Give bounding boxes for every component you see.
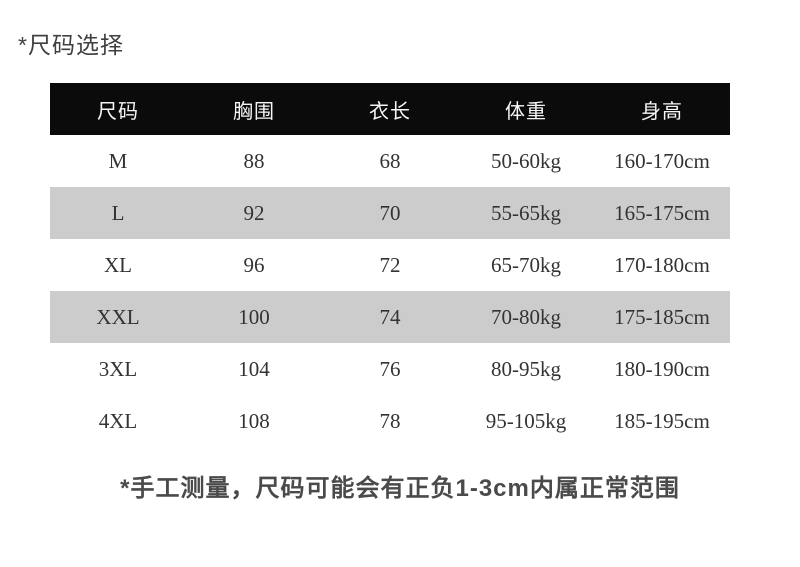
size-table-body: M 88 68 50-60kg 160-170cm L 92 70 55-65kg 165-175… <box>50 135 730 447</box>
table-cell: 65-70kg <box>491 252 561 277</box>
table-cell: 55-65kg <box>491 200 561 225</box>
table-row: M 88 68 50-60kg 160-170cm <box>50 135 730 187</box>
size-table: 尺码 胸围 衣长 体重 身高 M 88 68 50-60kg 160-170cm L 92 70 55-… <box>50 83 730 447</box>
table-cell: 104 <box>238 356 270 381</box>
size-cell: L <box>111 200 125 225</box>
table-cell: 78 <box>379 408 401 433</box>
table-cell: 95-105kg <box>485 408 567 433</box>
table-cell: 108 <box>238 408 270 433</box>
table-cell: 100 <box>238 304 270 329</box>
table-cell: 68 <box>379 148 401 173</box>
table-cell: 96 <box>243 252 265 277</box>
size-cell: XXL <box>96 304 140 329</box>
column-header: 身高 <box>641 100 683 123</box>
table-cell: 165-175cm <box>614 200 710 225</box>
measurement-note: *手工测量，尺码可能会有正负1-3cm内属正常范围 <box>120 475 680 502</box>
table-cell: 72 <box>379 252 401 277</box>
table-row: L 92 70 55-65kg 165-175cm <box>50 187 730 239</box>
page-title: *尺码选择 <box>18 32 124 58</box>
table-cell: 180-190cm <box>614 356 710 381</box>
table-cell: 160-170cm <box>614 148 710 173</box>
column-header: 体重 <box>505 100 547 123</box>
size-table-header-row: 尺码 胸围 衣长 体重 身高 <box>50 83 730 135</box>
column-header: 尺码 <box>97 100 139 123</box>
column-header: 胸围 <box>233 100 275 123</box>
table-cell: 50-60kg <box>491 148 561 173</box>
table-cell: 175-185cm <box>614 304 710 329</box>
size-cell: M <box>108 148 128 173</box>
table-cell: 92 <box>243 200 265 225</box>
table-cell: 70 <box>379 200 401 225</box>
table-cell: 76 <box>379 356 401 381</box>
table-row: XXL 100 74 70-80kg 175-185cm <box>50 291 730 343</box>
table-cell: 80-95kg <box>491 356 561 381</box>
table-row: 3XL 104 76 80-95kg 180-190cm <box>50 343 730 395</box>
table-cell: 88 <box>243 148 265 173</box>
table-row: XL 96 72 65-70kg 170-180cm <box>50 239 730 291</box>
size-cell: XL <box>104 252 132 277</box>
table-cell: 170-180cm <box>614 252 710 277</box>
size-cell: 3XL <box>98 356 138 381</box>
size-cell: 4XL <box>98 408 138 433</box>
table-cell: 74 <box>379 304 401 329</box>
table-cell: 70-80kg <box>491 304 561 329</box>
table-row: 4XL 108 78 95-105kg 185-195cm <box>50 395 730 447</box>
column-header: 衣长 <box>369 100 411 123</box>
table-cell: 185-195cm <box>614 408 710 433</box>
